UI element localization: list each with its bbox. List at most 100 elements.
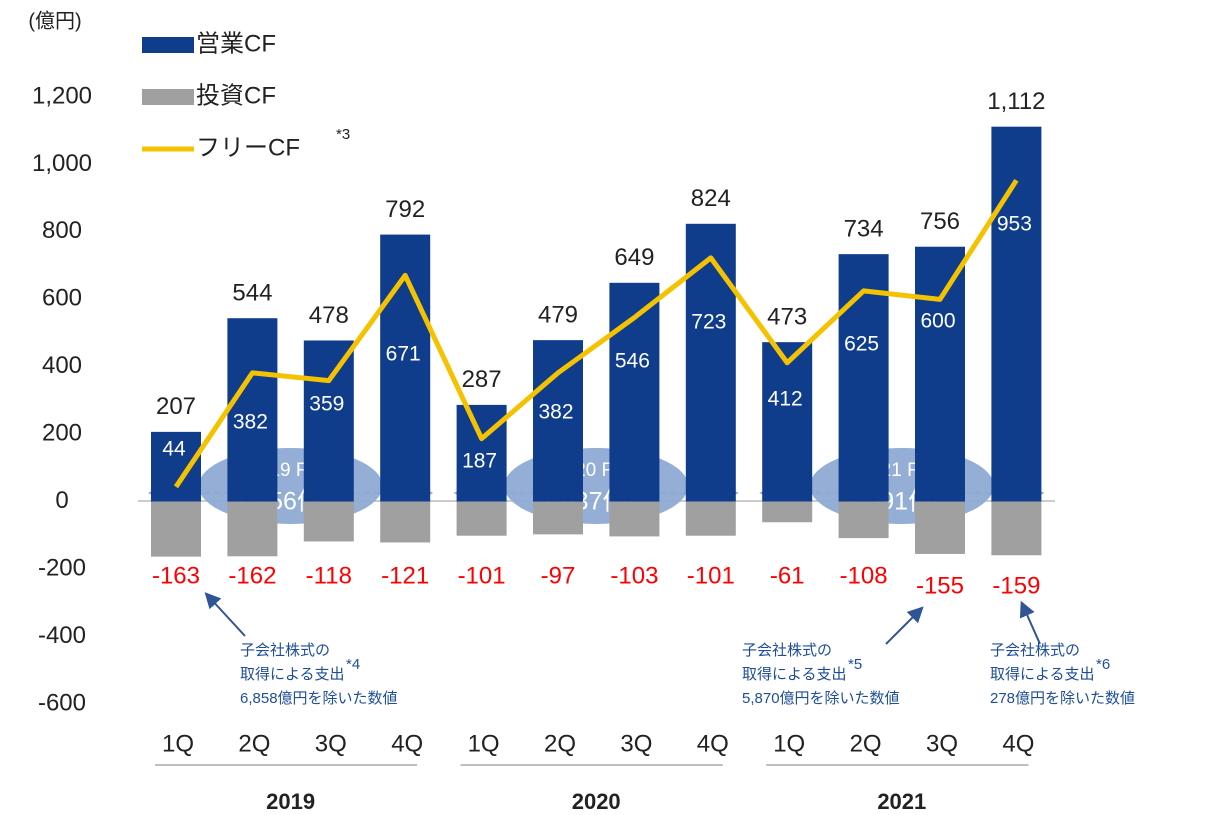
x-tick-label: 1Q (773, 730, 805, 757)
legend-swatch (142, 37, 194, 53)
bar (456, 501, 507, 536)
annotation-line: 278億円を除いた数値 (990, 690, 1135, 707)
unit-label: (億円) (28, 9, 81, 32)
legend-swatch (142, 89, 194, 105)
value-label: 479 (538, 301, 578, 328)
bar (685, 501, 736, 536)
value-label: 207 (156, 393, 196, 420)
value-label: 1,112 (987, 88, 1045, 115)
value-label: 382 (233, 411, 268, 434)
y-tick-label: 600 (42, 285, 82, 312)
y-tick-label: 0 (55, 487, 68, 514)
value-label: 473 (767, 304, 807, 331)
value-label: -121 (381, 562, 429, 589)
value-label: 824 (691, 185, 731, 212)
value-label: 600 (920, 310, 955, 333)
value-label: -61 (770, 562, 805, 589)
x-tick-label: 3Q (315, 730, 347, 757)
bar (151, 501, 201, 557)
value-label: 187 (462, 450, 497, 473)
bar (991, 126, 1042, 502)
legend-label: 投資CF (196, 82, 276, 109)
y-tick-label: 800 (42, 217, 82, 244)
value-label: -159 (992, 572, 1040, 599)
y-tick-label: -200 (38, 554, 86, 581)
value-label: 953 (997, 213, 1032, 236)
value-label: 546 (615, 350, 650, 373)
value-label: 756 (920, 208, 960, 235)
value-label: 44 (162, 438, 186, 461)
annotation-note: *6 (1096, 656, 1110, 673)
bar (838, 501, 889, 539)
value-label: 478 (309, 302, 349, 329)
annotation-note: *4 (346, 656, 360, 673)
y-tick-label: 400 (42, 352, 82, 379)
y-tick-label: 200 (42, 420, 82, 447)
x-tick-label: 3Q (620, 730, 652, 757)
x-tick-label: 2Q (850, 730, 882, 757)
x-tick-label: 2Q (238, 730, 270, 757)
legend-note: *3 (336, 126, 350, 143)
bar (609, 501, 660, 537)
arrow (885, 606, 924, 645)
x-tick-label: 1Q (468, 730, 500, 757)
bar (762, 501, 813, 523)
annotation-line: 6,858億円を除いた数値 (240, 690, 398, 707)
value-label: 671 (386, 343, 421, 366)
value-label: 734 (844, 215, 884, 242)
annotation-line: 5,870億円を除いた数値 (742, 690, 900, 707)
x-tick-label: 3Q (926, 730, 958, 757)
line (173, 178, 1019, 489)
value-label: -103 (610, 562, 658, 589)
value-label: -155 (916, 572, 964, 599)
value-label: -118 (306, 562, 352, 589)
value-label: -162 (228, 562, 276, 589)
x-tick-label: 4Q (697, 730, 729, 757)
bar (915, 246, 965, 502)
value-label: -101 (458, 562, 506, 589)
value-label: -108 (840, 562, 888, 589)
bar (915, 501, 965, 554)
bar (533, 340, 583, 502)
value-label: 625 (844, 333, 879, 356)
value-label: 412 (768, 388, 803, 411)
bar (762, 342, 813, 502)
x-tick-label: 1Q (162, 730, 194, 757)
annotation-line: 子会社株式の (240, 642, 330, 659)
annotation-line: 子会社株式の (742, 642, 832, 659)
x-tick-label: 2Q (544, 730, 576, 757)
bar (991, 501, 1042, 556)
value-label: 287 (462, 366, 502, 393)
y-tick-label: -600 (38, 689, 86, 716)
annotation-line: 取得による支出 (240, 666, 345, 683)
bar (380, 501, 431, 543)
bar (227, 501, 278, 557)
annotation-line: 取得による支出 (990, 666, 1095, 683)
bar (303, 340, 354, 502)
group-label: 2020 (572, 789, 621, 814)
value-label: 382 (538, 401, 573, 424)
bar (151, 431, 201, 502)
value-label: -97 (541, 562, 576, 589)
legend-label: 営業CF (196, 30, 276, 57)
group-label: 2021 (877, 789, 926, 814)
value-label: 359 (309, 393, 344, 416)
bar (838, 254, 889, 502)
value-label: 649 (614, 244, 654, 271)
bar (533, 501, 583, 535)
value-label: 723 (691, 311, 726, 334)
arrow (204, 592, 246, 637)
annotation-note: *5 (848, 656, 862, 673)
x-tick-label: 4Q (1002, 730, 1034, 757)
y-tick-label: -400 (38, 622, 86, 649)
group-label: 2019 (266, 789, 315, 814)
value-label: -163 (152, 562, 200, 589)
annotation-line: 子会社株式の (990, 642, 1080, 659)
annotation-line: 取得による支出 (742, 666, 847, 683)
bar (303, 501, 354, 542)
bar (685, 223, 736, 502)
y-tick-label: 1,000 (32, 150, 92, 177)
x-tick-label: 4Q (391, 730, 423, 757)
y-tick-label: 1,200 (32, 82, 92, 109)
